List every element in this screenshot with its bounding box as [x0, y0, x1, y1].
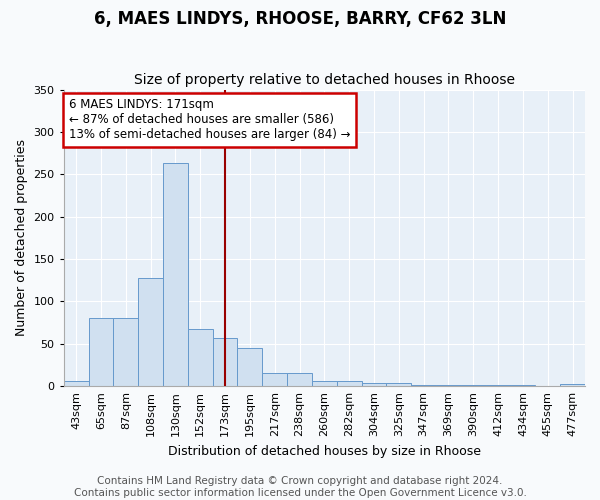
Text: 6, MAES LINDYS, RHOOSE, BARRY, CF62 3LN: 6, MAES LINDYS, RHOOSE, BARRY, CF62 3LN	[94, 10, 506, 28]
Title: Size of property relative to detached houses in Rhoose: Size of property relative to detached ho…	[134, 73, 515, 87]
Bar	[212, 338, 238, 386]
Bar	[362, 383, 386, 386]
Bar	[188, 330, 212, 386]
Bar	[287, 374, 312, 386]
Bar	[113, 318, 138, 386]
Text: Contains HM Land Registry data © Crown copyright and database right 2024.
Contai: Contains HM Land Registry data © Crown c…	[74, 476, 526, 498]
Bar	[337, 381, 362, 386]
Bar	[163, 164, 188, 386]
Bar	[312, 381, 337, 386]
X-axis label: Distribution of detached houses by size in Rhoose: Distribution of detached houses by size …	[168, 444, 481, 458]
Bar	[262, 374, 287, 386]
Bar	[560, 384, 585, 386]
Bar	[89, 318, 113, 386]
Text: 6 MAES LINDYS: 171sqm
← 87% of detached houses are smaller (586)
13% of semi-det: 6 MAES LINDYS: 171sqm ← 87% of detached …	[69, 98, 350, 142]
Bar	[64, 381, 89, 386]
Bar	[138, 278, 163, 386]
Y-axis label: Number of detached properties: Number of detached properties	[15, 140, 28, 336]
Bar	[238, 348, 262, 386]
Bar	[386, 383, 411, 386]
